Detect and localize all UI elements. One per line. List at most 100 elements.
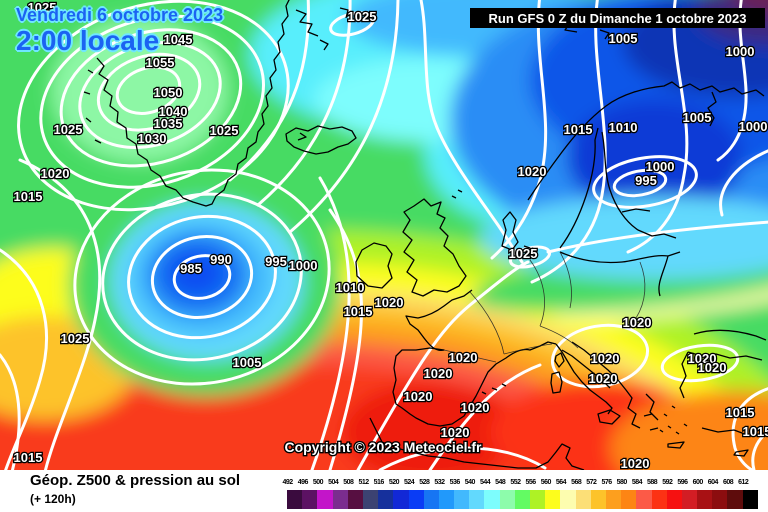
pressure-label: 1015: [14, 189, 43, 204]
pressure-label: 1020: [591, 351, 620, 366]
legend-color-cell: [499, 490, 515, 509]
legend-tick: 612: [738, 479, 749, 486]
legend-tick: 560: [540, 479, 552, 486]
pressure-label: 1020: [688, 351, 717, 366]
z500-color-field: [0, 0, 768, 470]
pressure-label: 995: [265, 254, 287, 269]
legend-tick: 572: [586, 479, 597, 486]
pressure-label: 1020: [449, 350, 478, 365]
legend-tick: 544: [479, 479, 491, 486]
pressure-label: 1000: [289, 258, 318, 273]
legend-color-cell: [347, 490, 363, 509]
legend-tick: 592: [662, 479, 673, 486]
legend-color-cell: [605, 490, 622, 509]
pressure-label: 985: [180, 261, 202, 276]
legend-tick: 528: [419, 479, 430, 486]
pressure-label: 1020: [621, 456, 650, 470]
legend-tick: 548: [495, 479, 506, 486]
legend-color-cell: [727, 490, 743, 509]
isobar-contours: [0, 0, 768, 470]
legend-tick: 500: [312, 479, 324, 486]
pressure-label: 1030: [138, 131, 167, 146]
legend-color-cell: [484, 490, 500, 509]
legend-tick: 576: [601, 479, 612, 486]
pressure-label: 1005: [683, 110, 712, 125]
legend-color-cell: [469, 490, 485, 509]
valid-date-box: Vendredi 6 octobre 2023 2:00 locale: [16, 5, 224, 56]
legend-tick: 512: [358, 479, 369, 486]
pressure-label: 1020: [404, 389, 433, 404]
pressure-label: 1015: [726, 405, 755, 420]
pressure-label: 1005: [233, 355, 262, 370]
legend-tick: 596: [677, 479, 688, 486]
legend-color-cell: [681, 490, 698, 509]
pressure-label: 1020: [41, 166, 70, 181]
legend-tick: 600: [692, 479, 704, 486]
legend-color-cell: [560, 490, 576, 509]
pressure-label: 1040: [159, 104, 188, 119]
legend-tick: 564: [555, 479, 567, 486]
legend-tick: 536: [449, 479, 461, 486]
pressure-label: 1005: [609, 31, 638, 46]
legend-color-cell: [651, 490, 667, 509]
pressure-label: 1020: [461, 400, 490, 415]
legend-color-cell: [621, 490, 637, 509]
legend-forecast-hour: (+ 120h): [30, 492, 76, 506]
copyright-text: Copyright © 2023 Meteociel.fr: [284, 439, 482, 455]
pressure-label: 1015: [564, 122, 593, 137]
legend-title: Géop. Z500 & pression au sol: [30, 472, 241, 489]
pressure-label: 1010: [336, 280, 365, 295]
legend-color-cell: [545, 490, 561, 509]
legend-tick: 552: [510, 479, 521, 486]
legend-color-cell: [423, 490, 439, 509]
pressure-label: 1015: [344, 304, 373, 319]
legend-color-scale: [287, 490, 758, 509]
legend-tick: 532: [434, 479, 445, 486]
legend-color-cell: [362, 490, 379, 509]
legend-color-cell: [697, 490, 713, 509]
model-run-label: Run GFS 0 Z du Dimanche 1 octobre 2023: [470, 8, 765, 28]
legend-color-cell: [712, 490, 728, 509]
legend-tick: 580: [616, 479, 628, 486]
pressure-label: 1045: [164, 32, 193, 47]
valid-time: 2:00 locale: [16, 24, 160, 56]
legend-color-cell: [636, 490, 652, 509]
pressure-label: 1010: [609, 120, 638, 135]
pressure-label: 995: [635, 173, 657, 188]
legend-color-cell: [332, 490, 348, 509]
legend-tick: 556: [525, 479, 537, 486]
legend-tick: 492: [282, 479, 294, 486]
legend-tick: 588: [647, 479, 658, 486]
legend-color-cell: [378, 490, 394, 509]
legend-color-cell: [590, 490, 606, 509]
legend-color-cell: [742, 490, 758, 509]
coastlines: [83, 0, 767, 470]
pressure-label: 1020: [441, 425, 470, 440]
pressure-label: 1020: [518, 164, 547, 179]
pressure-label: 1020: [698, 360, 727, 375]
legend-color-cell: [454, 490, 470, 509]
legend-color-cell: [575, 490, 591, 509]
legend-color-cell: [530, 490, 546, 509]
pressure-label: 1050: [154, 85, 183, 100]
legend-color-cell: [302, 490, 318, 509]
legend-color-cell: [408, 490, 424, 509]
legend-color-cell: [666, 490, 682, 509]
pressure-label: 1015: [743, 424, 768, 439]
pressure-label: 1020: [589, 371, 618, 386]
legend-color-cell: [514, 490, 530, 509]
pressure-label: 1000: [646, 159, 675, 174]
valid-date: Vendredi 6 octobre 2023: [16, 5, 224, 25]
legend-tick: 524: [404, 479, 415, 486]
legend-color-cell: [287, 490, 303, 509]
legend-tick: 568: [571, 479, 582, 486]
legend-tick: 504: [328, 479, 339, 486]
legend-tick: 508: [343, 479, 354, 486]
pressure-label: 1020: [623, 315, 652, 330]
legend-tick: 496: [297, 479, 309, 486]
legend-tick: 604: [707, 479, 719, 486]
pressure-label: 990: [210, 252, 232, 267]
legend-tick: 584: [631, 479, 643, 486]
